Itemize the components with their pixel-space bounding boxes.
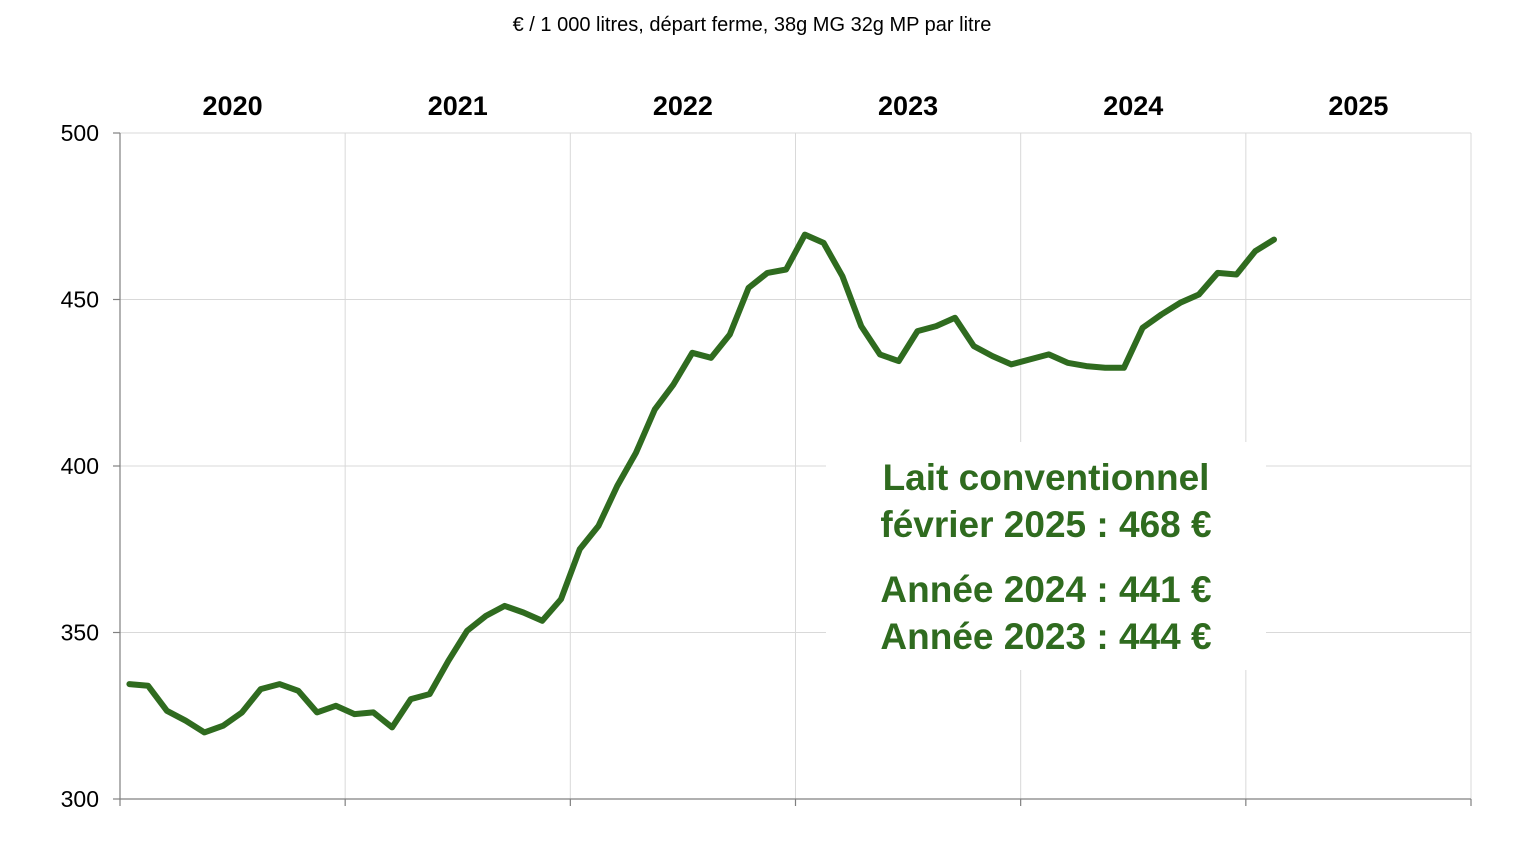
year-label: 2025 <box>1328 91 1388 121</box>
series-line <box>126 231 1277 736</box>
year-label: 2023 <box>878 91 938 121</box>
y-tick-label: 350 <box>61 620 99 646</box>
annotation-line-1: Lait conventionnel <box>883 457 1210 498</box>
annotation-line-3: Année 2024 : 441 € <box>880 569 1211 610</box>
year-label: 2024 <box>1103 91 1163 121</box>
y-tick-label: 300 <box>61 786 99 812</box>
year-label: 2022 <box>653 91 713 121</box>
axis-layer <box>113 132 1472 806</box>
annotation-layer: Lait conventionnel février 2025 : 468 € … <box>826 442 1266 670</box>
annotation-background <box>826 442 1266 670</box>
annotation-line-4: Année 2023 : 444 € <box>880 616 1211 657</box>
grid-layer <box>120 132 1472 799</box>
year-label: 2020 <box>203 91 263 121</box>
chart-subtitle: € / 1 000 litres, départ ferme, 38g MG 3… <box>513 14 992 36</box>
y-tick-label: 400 <box>61 453 99 479</box>
y-tick-label: 450 <box>61 287 99 313</box>
y-tick-label: 500 <box>61 120 99 146</box>
year-label: 2021 <box>428 91 488 121</box>
annotation-line-2: février 2025 : 468 € <box>880 504 1211 545</box>
label-layer: 300 350 400 450 500 2020 2021 2022 2023 2024 2025 <box>61 91 1389 812</box>
series-layer <box>126 231 1277 736</box>
